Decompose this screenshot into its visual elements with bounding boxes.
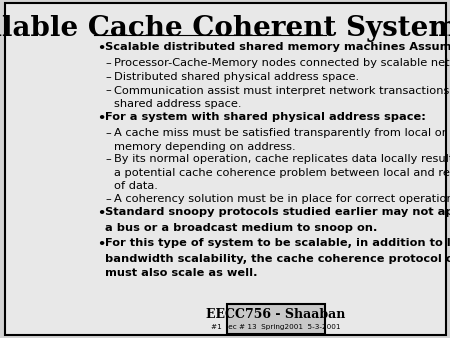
Text: A cache miss must be satisfied transparently from local or remote: A cache miss must be satisfied transpare… [114, 128, 450, 138]
Text: –: – [106, 194, 112, 204]
Text: Distributed shared physical address space.: Distributed shared physical address spac… [114, 72, 360, 82]
Text: a bus or a broadcast medium to snoop on.: a bus or a broadcast medium to snoop on. [104, 223, 377, 234]
Text: •: • [97, 238, 106, 250]
Text: #1  lec # 13  Spring2001  5-3-2001: #1 lec # 13 Spring2001 5-3-2001 [211, 324, 341, 331]
Text: Scalable distributed shared memory machines Assumptions:: Scalable distributed shared memory machi… [104, 42, 450, 52]
Text: Standard snoopy protocols studied earlier may not apply for lack of: Standard snoopy protocols studied earlie… [104, 207, 450, 217]
Text: bandwidth scalability, the cache coherence protocol or solution used: bandwidth scalability, the cache coheren… [104, 254, 450, 264]
Text: shared address space.: shared address space. [114, 99, 242, 109]
Text: of data.: of data. [114, 181, 158, 191]
Text: Processor-Cache-Memory nodes connected by scalable network.: Processor-Cache-Memory nodes connected b… [114, 58, 450, 69]
Text: Communication assist must interpret network transactions, forming: Communication assist must interpret netw… [114, 86, 450, 96]
Text: For a system with shared physical address space:: For a system with shared physical addres… [104, 112, 425, 122]
Text: –: – [106, 86, 112, 96]
Text: For this type of system to be scalable, in addition to latency and: For this type of system to be scalable, … [104, 238, 450, 248]
Text: A coherency solution must be in place for correct operation.: A coherency solution must be in place fo… [114, 194, 450, 204]
Text: memory depending on address.: memory depending on address. [114, 142, 296, 152]
Text: By its normal operation, cache replicates data locally resulting in: By its normal operation, cache replicate… [114, 154, 450, 165]
Text: –: – [106, 128, 112, 138]
Text: –: – [106, 72, 112, 82]
Text: EECC756 - Shaaban: EECC756 - Shaaban [206, 308, 346, 321]
Text: –: – [106, 58, 112, 69]
Text: must also scale as well.: must also scale as well. [104, 268, 257, 278]
Text: a potential cache coherence problem between local and remote copies: a potential cache coherence problem betw… [114, 168, 450, 178]
Text: –: – [106, 154, 112, 165]
Text: Scalable Cache Coherent Systems: Scalable Cache Coherent Systems [0, 15, 450, 42]
Text: •: • [97, 42, 106, 55]
FancyBboxPatch shape [227, 304, 325, 334]
Text: •: • [97, 207, 106, 220]
Text: •: • [97, 112, 106, 125]
